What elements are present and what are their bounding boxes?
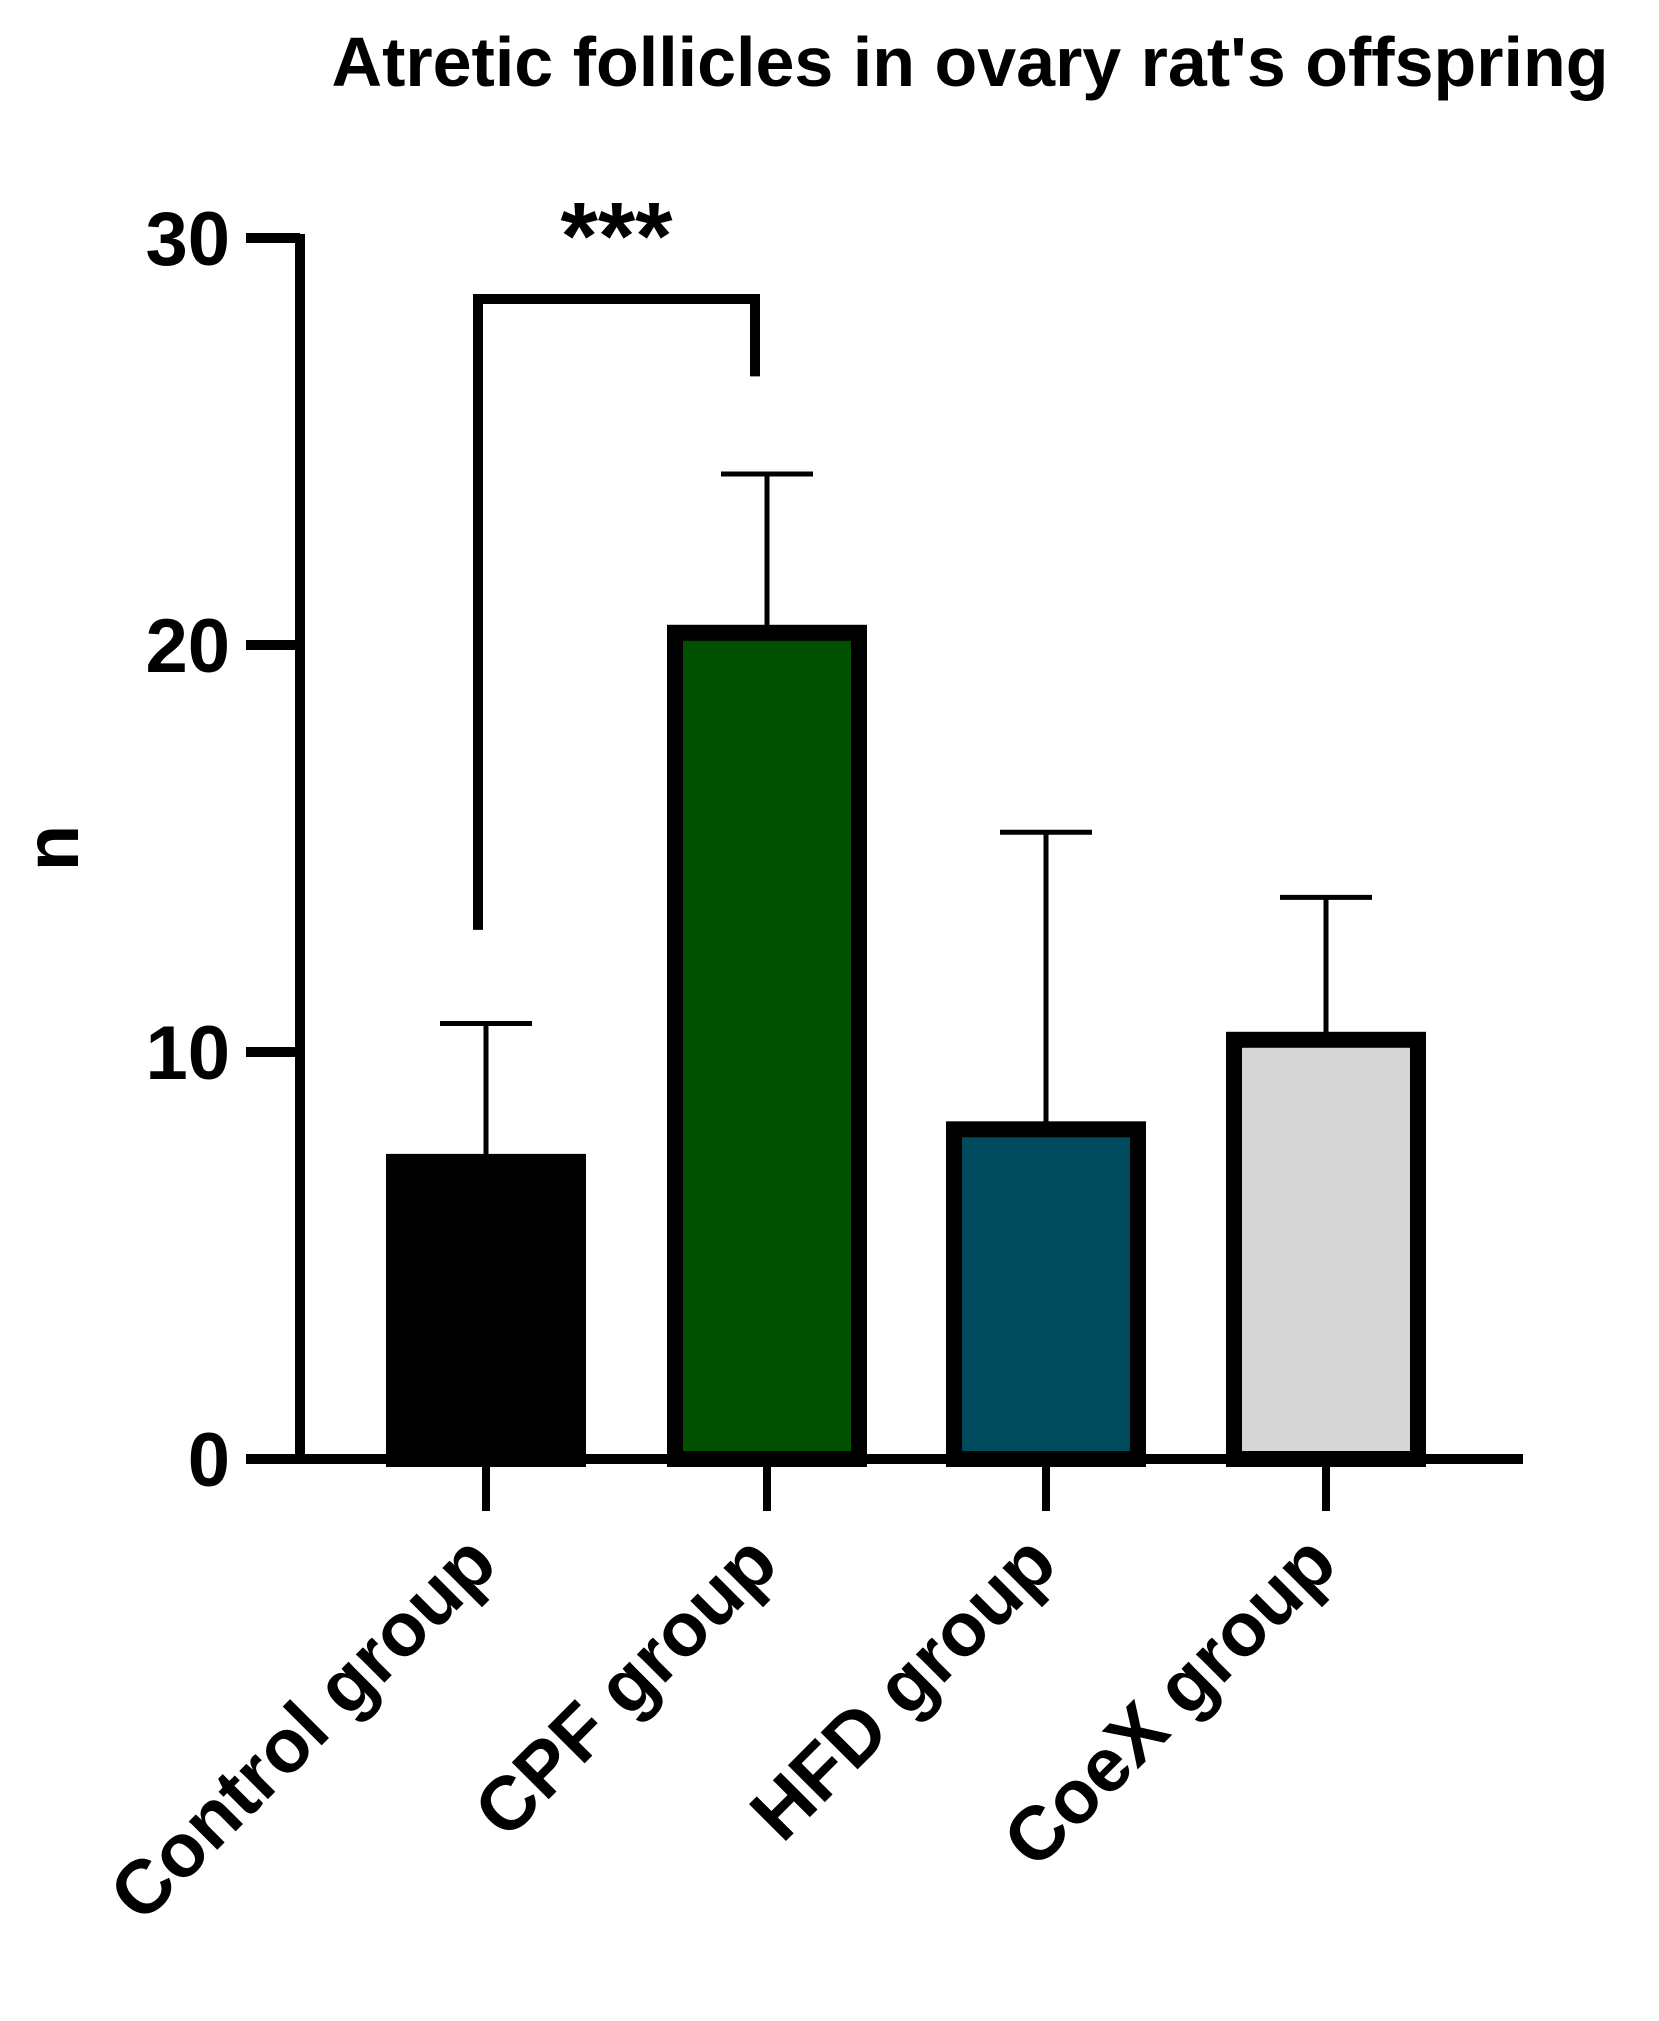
y-tick-label-10: 10 — [145, 1011, 230, 1096]
bars-layer — [386, 624, 1426, 1468]
bar-control-group — [386, 1153, 586, 1467]
significance-bracket-0 — [473, 294, 760, 930]
y-tick-label-30: 30 — [145, 197, 230, 282]
significance-layer: *** — [473, 183, 760, 930]
error-bars-layer — [440, 471, 1372, 1162]
y-tick-label-0: 0 — [188, 1418, 230, 1503]
bar-cpf-group — [667, 624, 867, 1467]
y-axis-label: n — [10, 825, 95, 871]
chart-title: Atretic follicles in ovary rat's offspri… — [332, 23, 1609, 101]
y-tick-label-20: 20 — [145, 604, 230, 689]
significance-label-0: *** — [560, 183, 673, 290]
bar-coex-group — [1226, 1031, 1426, 1468]
bar-hfd-group — [946, 1121, 1146, 1467]
x-tick-label-control-group: Control group — [94, 1519, 512, 1937]
